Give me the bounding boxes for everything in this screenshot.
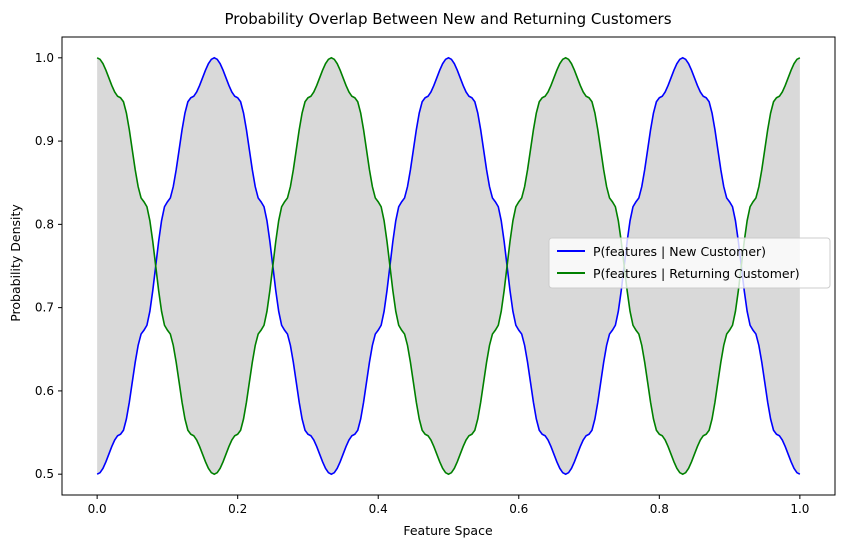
y-tick-label: 0.7 <box>35 301 54 315</box>
plot-area <box>96 56 801 476</box>
legend: P(features | New Customer) P(features | … <box>548 237 831 289</box>
legend-label-returning-customer: P(features | Returning Customer) <box>593 266 800 281</box>
x-tick-label: 0.0 <box>88 502 107 516</box>
y-tick-label: 0.6 <box>35 384 54 398</box>
y-axis-label: Probability Density <box>8 204 23 322</box>
series-line-new-customer <box>96 56 801 476</box>
legend-frame <box>548 237 831 289</box>
y-tick-label: 0.8 <box>35 217 54 231</box>
axes-frame <box>61 36 836 496</box>
x-tick-label: 0.8 <box>650 502 669 516</box>
x-axis-label: Feature Space <box>403 523 493 538</box>
x-tick-label: 0.2 <box>228 502 247 516</box>
chart-title: Probability Overlap Between New and Retu… <box>224 10 671 28</box>
axis-ticks: 0.0 0.2 0.4 0.6 0.8 1.0 0.5 0.6 0.7 0.8 0.9 1.0 <box>35 36 836 516</box>
y-tick-label: 1.0 <box>35 51 54 65</box>
x-tick-label: 0.4 <box>369 502 388 516</box>
y-tick-label: 0.9 <box>35 134 54 148</box>
series-line-returning-customer <box>96 56 801 476</box>
legend-label-new-customer: P(features | New Customer) <box>593 244 766 259</box>
y-tick-label: 0.5 <box>35 467 54 481</box>
overlap-fill <box>97 57 800 475</box>
x-tick-label: 0.6 <box>509 502 528 516</box>
x-tick-label: 1.0 <box>790 502 809 516</box>
